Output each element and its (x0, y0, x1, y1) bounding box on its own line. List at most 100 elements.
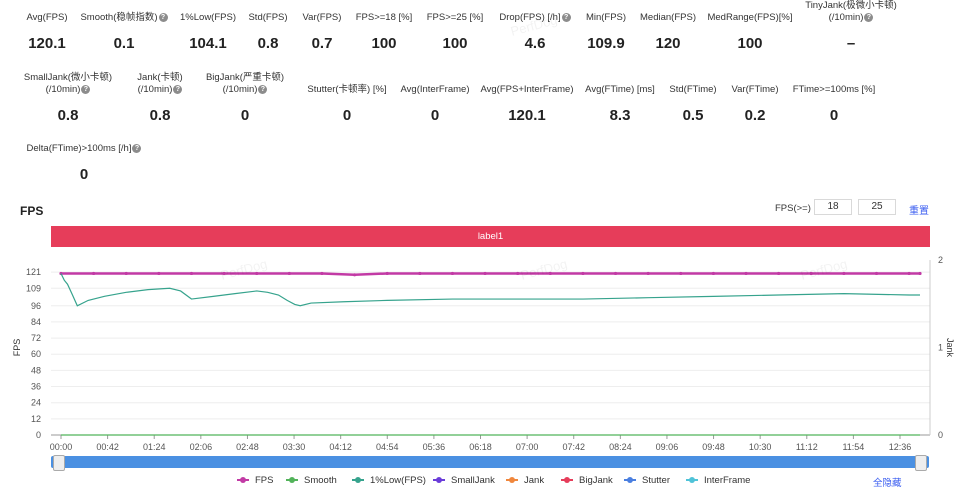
y-tick-label: 24 (31, 398, 41, 408)
metric-label: Std(FTime) (669, 84, 717, 95)
metric-value: 0 (430, 107, 440, 124)
fps-point (320, 271, 324, 276)
fps-threshold-input-1[interactable]: 18 (814, 199, 852, 215)
metric-label: TinyJank(极微小卡顿) (/10min)? (805, 0, 897, 23)
legend-item-bigjank[interactable]: BigJank (561, 475, 613, 486)
legend-marker (436, 477, 442, 484)
legend-item-stutter[interactable]: Stutter (624, 475, 670, 486)
metric-value: 0 (79, 166, 89, 183)
metric-metrics_row2-2: BigJank(严重卡顿) (/10min)? 0 (185, 72, 305, 124)
metric-metrics_row1-2: 1%Low(FPS) 104.1 (148, 12, 268, 52)
metric-value: 0.1 (113, 35, 135, 52)
x-tick-label: 02:06 (190, 442, 213, 452)
legend-item-jank[interactable]: Jank (506, 475, 544, 486)
legend-marker (289, 477, 295, 484)
legend-item-interframe[interactable]: InterFrame (686, 475, 750, 486)
metric-metrics_row2-0: SmallJank(微小卡顿) (/10min)? 0.8 (8, 72, 128, 124)
y-tick-label: 12 (31, 414, 41, 424)
y-tick-label: 72 (31, 333, 41, 343)
metric-label: MedRange(FPS)[%] (707, 12, 793, 23)
fps-point (679, 271, 683, 276)
metric-metrics_row1-6: FPS>=25 [%] 100 (395, 12, 515, 52)
metric-label: Min(FPS) (585, 12, 627, 23)
metric-label: BigJank(严重卡顿) (/10min)? (205, 72, 285, 95)
metric-value: 120.1 (28, 35, 66, 52)
metric-metrics_row1-3: Std(FPS) 0.8 (208, 12, 328, 52)
metric-value: 8.3 (609, 107, 631, 124)
fps-point (809, 271, 813, 276)
metric-label: Std(FPS) (248, 12, 288, 23)
slider-handle-right[interactable] (915, 455, 927, 471)
metric-value: 100 (371, 35, 397, 52)
x-tick-label: 04:54 (376, 442, 399, 452)
help-icon[interactable]: ? (258, 84, 268, 94)
legend-label: Stutter (642, 475, 670, 486)
metric-label: 1%Low(FPS) (180, 12, 236, 23)
help-icon[interactable]: ? (81, 84, 91, 94)
legend-swatch (237, 477, 249, 484)
y-tick-label: 0 (36, 430, 41, 440)
legend-swatch (506, 477, 518, 484)
fps-point (874, 271, 879, 276)
metric-metrics_row1-4: Var(FPS) 0.7 (262, 12, 382, 52)
legend-item-smooth[interactable]: Smooth (286, 475, 337, 486)
x-tick-label: 02:48 (236, 442, 259, 452)
legend-item-fps[interactable]: FPS (237, 475, 273, 486)
fps-point (548, 271, 552, 276)
metric-value: 0.8 (57, 107, 79, 124)
x-tick-label: 00:42 (96, 442, 119, 452)
x-tick-label: 08:24 (609, 442, 632, 452)
legend-label: Jank (524, 475, 545, 486)
fps-point (613, 271, 618, 276)
legend-item-1-low-fps-[interactable]: 1%Low(FPS) (352, 475, 426, 486)
metric-value: 0.7 (311, 35, 333, 52)
label-bar[interactable]: label1 (51, 226, 930, 247)
fps-point (287, 271, 291, 276)
hide-all-button[interactable]: 全隐藏 (873, 478, 902, 489)
legend-label: 1%Low(FPS) (370, 475, 426, 486)
fps-point (352, 273, 357, 277)
metric-label: Avg(FTime) [ms] (585, 84, 655, 95)
y-tick-label: 96 (31, 301, 41, 311)
x-tick-label: 05:36 (423, 442, 446, 452)
y2-tick-label: 0 (938, 430, 943, 440)
chart-title: FPS (20, 204, 44, 218)
metric-label: SmallJank(微小卡顿) (/10min)? (23, 72, 113, 95)
slider-handle-left[interactable] (53, 455, 65, 471)
metric-metrics_row2-3: Stutter(卡顿率) [%] 0 (287, 84, 407, 124)
fps-point (711, 271, 716, 276)
help-icon[interactable]: ? (864, 12, 874, 22)
help-icon[interactable]: ? (561, 12, 571, 22)
x-tick-label: 11:12 (796, 442, 818, 452)
metric-label: Smooth(稳帧指数)? (64, 12, 184, 24)
metric-value: 120.1 (508, 107, 546, 124)
time-range-slider[interactable] (51, 456, 929, 468)
fps-point (124, 271, 128, 276)
y2-tick-label: 1 (938, 343, 943, 353)
metric-metrics_row2-7: Std(FTime) 0.5 (633, 84, 753, 124)
y2-tick-label: 2 (938, 255, 943, 265)
metric-metrics_row2-8: Var(FTime) 0.2 (695, 84, 815, 124)
metric-value: 0.2 (744, 107, 766, 124)
help-icon[interactable]: ? (173, 84, 183, 94)
help-icon[interactable]: ? (158, 12, 168, 22)
fps-point (777, 271, 781, 276)
fps-point (418, 271, 422, 276)
y-tick-label: 109 (26, 283, 41, 293)
y-tick-label: 121 (26, 267, 41, 277)
x-tick-label: 12:36 (889, 442, 912, 452)
metric-metrics_row1-5: FPS>=18 [%] 100 (324, 12, 444, 52)
reset-button[interactable]: 重置 (909, 206, 929, 217)
x-tick-label: 07:00 (516, 442, 539, 452)
fps-threshold-input-2[interactable]: 25 (858, 199, 896, 215)
metric-value: – (846, 35, 856, 52)
legend-item-smalljank[interactable]: SmallJank (433, 475, 495, 486)
metric-metrics_row1-0: Avg(FPS) 120.1 (0, 12, 107, 52)
y-tick-label: 36 (31, 382, 41, 392)
metric-value: 104.1 (189, 35, 227, 52)
legend-swatch (561, 477, 573, 484)
legend-marker (509, 477, 515, 484)
help-icon[interactable]: ? (132, 143, 142, 153)
fps-point (516, 271, 520, 276)
